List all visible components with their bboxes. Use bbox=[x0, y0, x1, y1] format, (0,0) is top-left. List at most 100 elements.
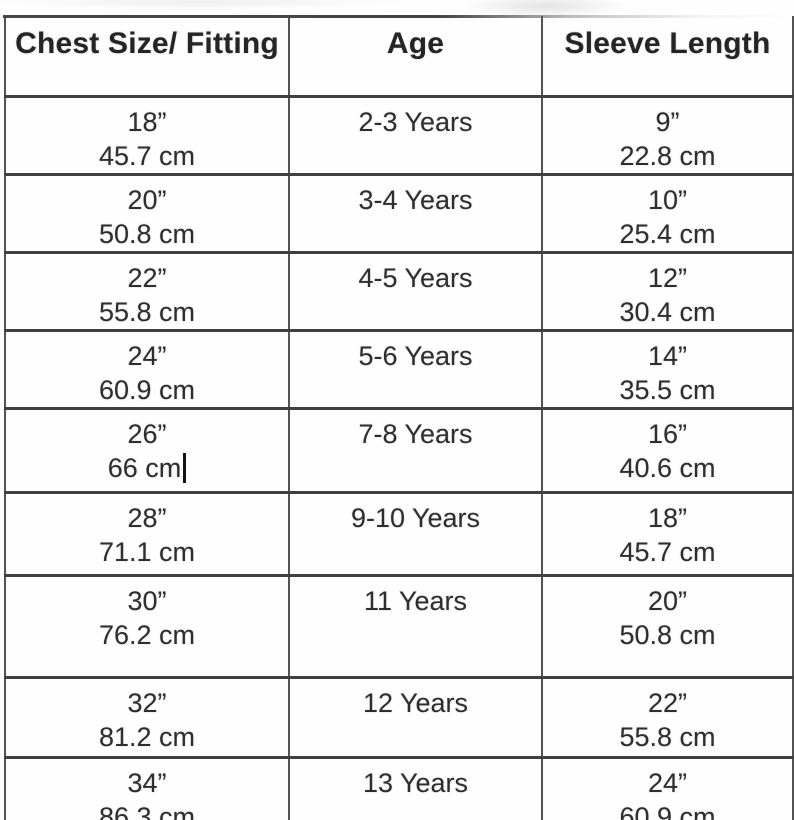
sleeve-cm-value: 40.6 cm bbox=[619, 452, 716, 483]
header-row: Chest Size/ Fitting Age Sleeve Length bbox=[4, 16, 794, 96]
chest-cm-line: 55.8 cm bbox=[7, 295, 287, 329]
age-cell: 12 Years bbox=[288, 675, 543, 757]
age-value: 7-8 Years bbox=[358, 418, 473, 449]
sleeve-inches-value: 9” bbox=[655, 106, 680, 137]
sleeve-cm-line: 60.9 cm bbox=[544, 800, 791, 820]
sleeve-cm-value: 60.9 cm bbox=[619, 801, 716, 820]
chest-size-cell: 32” 81.2 cm bbox=[4, 675, 290, 757]
table-row: 24” 60.9 cm 5-6 Years 14” 35.5 cm bbox=[4, 328, 794, 408]
chest-cm-line: 66 cm bbox=[7, 451, 287, 485]
text-cursor bbox=[183, 452, 187, 483]
sleeve-length-cell: 16” 40.6 cm bbox=[541, 406, 794, 492]
chest-size-cell: 22” 55.8 cm bbox=[4, 250, 290, 330]
chest-cm-value: 71.1 cm bbox=[98, 536, 196, 567]
chest-cm-value: 55.8 cm bbox=[98, 296, 196, 327]
sleeve-cm-value: 50.8 cm bbox=[619, 619, 716, 650]
age-cell: 2-3 Years bbox=[288, 94, 543, 174]
chest-cm-value: 76.2 cm bbox=[98, 619, 196, 650]
chest-cm-value: 86.3 cm bbox=[98, 801, 196, 820]
sleeve-inches-value: 10” bbox=[647, 184, 688, 215]
chest-cm-line: 86.3 cm bbox=[7, 800, 287, 820]
sleeve-inches-value: 12” bbox=[647, 262, 688, 293]
sleeve-inches-value: 22” bbox=[647, 687, 688, 718]
age-value: 13 Years bbox=[362, 767, 469, 798]
sleeve-length-cell: 22” 55.8 cm bbox=[541, 675, 794, 757]
sleeve-cm-value: 22.8 cm bbox=[619, 140, 716, 171]
sleeve-inches-value: 16” bbox=[647, 418, 688, 449]
table-header: Chest Size/ Fitting Age Sleeve Length bbox=[4, 16, 794, 96]
sleeve-cm-line: 35.5 cm bbox=[544, 373, 791, 407]
chest-cm-value: 45.7 cm bbox=[98, 140, 196, 171]
chest-cm-line: 50.8 cm bbox=[7, 217, 287, 251]
chest-cm-line: 71.1 cm bbox=[7, 535, 287, 569]
age-value: 2-3 Years bbox=[358, 106, 473, 137]
age-cell: 9-10 Years bbox=[288, 490, 543, 575]
sleeve-length-cell: 12” 30.4 cm bbox=[541, 250, 794, 330]
table-body: 18” 45.7 cm 2-3 Years 9” 22.8 cm 20” 50.… bbox=[4, 94, 794, 820]
age-cell: 4-5 Years bbox=[288, 250, 543, 330]
header-age: Age bbox=[288, 16, 543, 96]
age-value: 12 Years bbox=[362, 687, 469, 718]
age-value: 11 Years bbox=[363, 585, 468, 616]
sleeve-length-cell: 24” 60.9 cm bbox=[541, 755, 794, 820]
chest-cm-line: 45.7 cm bbox=[7, 139, 287, 173]
chest-inches-value: 34” bbox=[127, 767, 167, 798]
age-cell: 13 Years bbox=[288, 755, 543, 820]
chest-size-cell: 34” 86.3 cm bbox=[4, 755, 290, 820]
chest-inches-value: 22” bbox=[127, 262, 167, 293]
chest-inches-value: 30” bbox=[127, 585, 167, 616]
chest-size-cell: 20” 50.8 cm bbox=[4, 172, 290, 252]
chest-size-cell: 30” 76.2 cm bbox=[4, 573, 290, 677]
sleeve-inches-value: 24” bbox=[647, 767, 688, 798]
sleeve-cm-value: 25.4 cm bbox=[619, 218, 716, 249]
chest-cm-value: 60.9 cm bbox=[98, 374, 196, 405]
sleeve-inches-value: 18” bbox=[647, 502, 688, 533]
header-sleeve-length: Sleeve Length bbox=[541, 16, 794, 96]
sleeve-cm-line: 22.8 cm bbox=[544, 139, 791, 173]
active-edit-cell[interactable]: 26” 66 cm bbox=[4, 406, 290, 492]
sleeve-length-cell: 20” 50.8 cm bbox=[541, 573, 794, 677]
sleeve-cm-line: 40.6 cm bbox=[544, 451, 791, 485]
sleeve-length-cell: 18” 45.7 cm bbox=[541, 490, 794, 575]
sleeve-cm-line: 45.7 cm bbox=[544, 535, 791, 569]
chest-inches-value: 20” bbox=[127, 184, 167, 215]
sleeve-length-cell: 9” 22.8 cm bbox=[541, 94, 794, 174]
chest-inches-value: 26” bbox=[127, 418, 167, 449]
sleeve-cm-value: 55.8 cm bbox=[619, 721, 716, 752]
table-row: 28” 71.1 cm 9-10 Years 18” 45.7 cm bbox=[4, 490, 794, 575]
table-row: 34” 86.3 cm 13 Years 24” 60.9 cm bbox=[4, 755, 794, 820]
table-row: 32” 81.2 cm 12 Years 22” 55.8 cm bbox=[4, 675, 794, 757]
sleeve-length-cell: 14” 35.5 cm bbox=[541, 328, 794, 408]
chest-inches-value: 24” bbox=[127, 340, 167, 371]
chest-cm-value: 81.2 cm bbox=[98, 721, 196, 752]
sleeve-inches-value: 20” bbox=[647, 585, 688, 616]
age-cell: 3-4 Years bbox=[288, 172, 543, 252]
table-top-border bbox=[3, 15, 791, 18]
chest-cm-value: 66 cm bbox=[107, 452, 182, 483]
sleeve-cm-line: 50.8 cm bbox=[544, 618, 791, 652]
age-cell: 5-6 Years bbox=[288, 328, 543, 408]
chest-cm-value: 50.8 cm bbox=[98, 218, 196, 249]
chest-size-cell: 28” 71.1 cm bbox=[4, 490, 290, 575]
age-cell: 11 Years bbox=[288, 573, 543, 677]
chest-inches-value: 28” bbox=[127, 502, 167, 533]
sleeve-cm-line: 25.4 cm bbox=[544, 217, 791, 251]
header-chest-size: Chest Size/ Fitting bbox=[4, 16, 290, 96]
table-row: 22” 55.8 cm 4-5 Years 12” 30.4 cm bbox=[4, 250, 794, 330]
age-value: 9-10 Years bbox=[350, 502, 481, 533]
chest-size-cell: 18” 45.7 cm bbox=[4, 94, 290, 174]
table-row: 30” 76.2 cm 11 Years 20” 50.8 cm bbox=[4, 573, 794, 677]
chest-size-cell: 24” 60.9 cm bbox=[4, 328, 290, 408]
chest-cm-line: 81.2 cm bbox=[7, 720, 287, 754]
sleeve-cm-value: 45.7 cm bbox=[619, 536, 716, 567]
sleeve-length-cell: 10” 25.4 cm bbox=[541, 172, 794, 252]
chest-cm-line: 76.2 cm bbox=[7, 618, 287, 652]
sleeve-cm-value: 35.5 cm bbox=[619, 374, 716, 405]
age-cell: 7-8 Years bbox=[288, 406, 543, 492]
chest-inches-value: 18” bbox=[127, 106, 167, 137]
age-value: 3-4 Years bbox=[358, 184, 473, 215]
chest-cm-line: 60.9 cm bbox=[7, 373, 287, 407]
age-value: 5-6 Years bbox=[358, 340, 473, 371]
sleeve-cm-line: 30.4 cm bbox=[544, 295, 791, 329]
